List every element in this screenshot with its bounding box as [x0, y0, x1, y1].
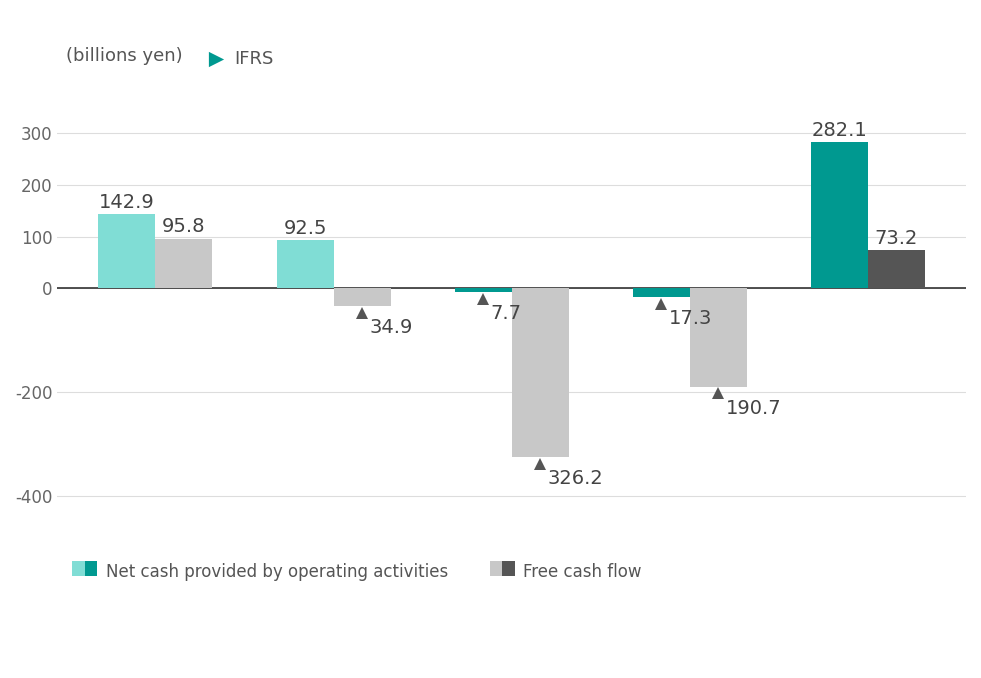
Bar	[512, 288, 569, 458]
Text: IFRS: IFRS	[234, 49, 274, 68]
Bar	[454, 288, 512, 292]
Legend: Net cash provided by operating activities, Free cash flow: Net cash provided by operating activitie…	[66, 557, 648, 588]
Bar	[334, 288, 390, 306]
Text: 34.9: 34.9	[369, 318, 413, 337]
Text: 73.2: 73.2	[875, 229, 918, 248]
Text: 282.1: 282.1	[811, 121, 867, 140]
Text: 95.8: 95.8	[162, 217, 206, 236]
Bar	[811, 142, 868, 288]
Bar	[155, 239, 212, 288]
Text: 7.7: 7.7	[490, 304, 521, 323]
Bar	[690, 288, 747, 387]
Bar	[868, 250, 925, 288]
Text: 17.3: 17.3	[668, 308, 712, 327]
Text: (billions yen): (billions yen)	[67, 47, 183, 65]
Bar	[98, 214, 155, 288]
Text: 326.2: 326.2	[547, 469, 603, 488]
Text: 92.5: 92.5	[284, 219, 327, 238]
Text: 190.7: 190.7	[726, 399, 781, 418]
Bar	[633, 288, 690, 298]
Text: 142.9: 142.9	[99, 193, 155, 212]
Bar	[277, 241, 334, 288]
